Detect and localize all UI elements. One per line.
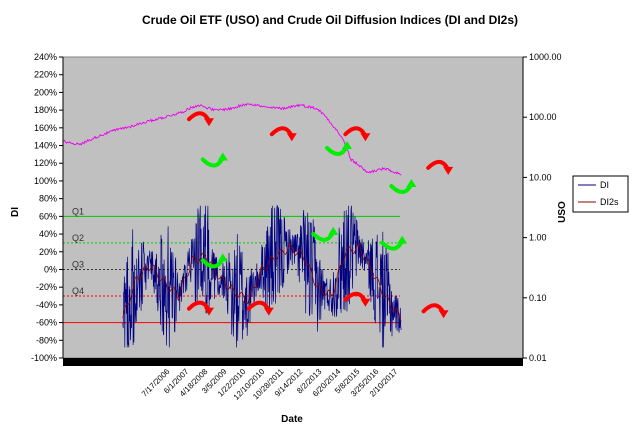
legend: DI DI2s: [572, 175, 629, 213]
red-down-arrow-icon: [421, 303, 449, 319]
arrow-head: [360, 298, 371, 307]
arrow-arc: [426, 159, 450, 170]
x-axis: 7/17/20066/1/20074/18/20083/5/20091/22/2…: [140, 367, 400, 402]
arrow-head: [360, 133, 371, 142]
y2-tick-label: 100.00: [529, 112, 557, 122]
uso-series: [63, 103, 402, 176]
di2s-line: [122, 242, 402, 322]
level-label: Q4: [72, 286, 84, 296]
red-down-arrow-icon: [187, 300, 214, 316]
arrow-head: [342, 140, 352, 149]
arrow-arc: [389, 184, 413, 195]
y-tick-label: 40%: [39, 229, 57, 239]
y-tick-label: 200%: [34, 87, 57, 97]
red-down-arrow-icon: [246, 300, 274, 316]
level-label: Q2: [72, 233, 84, 243]
red-down-arrow-icon: [343, 291, 371, 307]
arrow-head: [263, 307, 274, 316]
green-up-arrow-icon: [200, 152, 228, 168]
y-tick-label: 0%: [44, 264, 57, 274]
y-tick-label: 20%: [39, 247, 57, 257]
y-axis-label: DI: [10, 207, 21, 217]
arrow-head: [286, 133, 297, 142]
arrow-head: [328, 226, 339, 235]
y-tick-label: 120%: [34, 158, 57, 168]
arrow-arc: [246, 300, 270, 311]
y2-tick-label: 1.00: [529, 233, 547, 243]
y-tick-label: -100%: [31, 353, 57, 363]
uso-line: [63, 103, 402, 176]
green-up-arrow-icon: [325, 140, 352, 156]
di-line: [122, 205, 402, 348]
arrow-arc: [421, 303, 445, 314]
x-axis-bar: [63, 358, 523, 366]
arrow-head: [204, 118, 214, 127]
plot-area: [62, 56, 524, 359]
signal-arrows: [187, 111, 454, 319]
level-label: Q1: [72, 206, 84, 216]
y-tick-label: -40%: [36, 300, 57, 310]
y-tick-label: 140%: [34, 141, 57, 151]
y-tick-label: 160%: [34, 123, 57, 133]
x-axis-label: Date: [281, 414, 303, 425]
arrow-arc: [269, 126, 293, 137]
green-up-arrow-icon: [311, 226, 339, 242]
y-tick-label: -20%: [36, 282, 57, 292]
arrow-head: [438, 310, 449, 319]
arrow-head: [217, 152, 228, 161]
red-down-arrow-icon: [187, 111, 214, 127]
arrow-head: [204, 307, 214, 316]
chart-title: Crude Oil ETF (USO) and Crude Oil Diffus…: [142, 13, 518, 27]
red-down-arrow-icon: [343, 126, 371, 142]
y-tick-label: 100%: [34, 176, 57, 186]
arrow-arc: [311, 231, 335, 242]
arrow-arc: [200, 157, 224, 168]
arrow-head: [443, 166, 454, 175]
y2-tick-label: 0.01: [529, 353, 547, 363]
arrow-arc: [325, 145, 348, 156]
y2-axis-label: USO: [557, 201, 568, 223]
green-up-arrow-icon: [389, 179, 417, 195]
legend-box: [572, 175, 629, 213]
y-tick-label: -60%: [36, 318, 57, 328]
legend-label-di: DI: [600, 180, 609, 190]
green-up-arrow-icon: [200, 253, 228, 269]
arrow-head: [397, 235, 408, 244]
level-label: Q3: [72, 259, 84, 269]
arrow-arc: [187, 111, 210, 122]
y-axis: 240% 220% 200% 180% 160% 140% 120% 100% 80% 60% 40…: [31, 52, 64, 363]
legend-label-di2s: DI2s: [600, 197, 619, 207]
y-tick-label: 80%: [39, 194, 57, 204]
y-tick-label: 180%: [34, 105, 57, 115]
arrow-arc: [187, 300, 210, 311]
red-down-arrow-icon: [426, 159, 454, 175]
y-tick-label: -80%: [36, 335, 57, 345]
y2-axis: 1000.00 100.00 10.00 1.00 0.10 0.01: [522, 52, 562, 363]
y-tick-label: 240%: [34, 52, 57, 62]
y2-tick-label: 1000.00: [529, 52, 562, 62]
di-series: [122, 205, 402, 348]
y-tick-label: 220%: [34, 70, 57, 80]
arrow-arc: [200, 258, 224, 269]
arrow-arc: [380, 240, 404, 251]
red-down-arrow-icon: [269, 126, 297, 142]
arrow-arc: [343, 291, 367, 302]
y2-tick-label: 10.00: [529, 172, 552, 182]
arrow-head: [217, 253, 228, 262]
green-up-arrow-icon: [380, 235, 408, 251]
di2s-series: [122, 242, 402, 322]
arrow-arc: [343, 126, 367, 137]
arrow-head: [406, 179, 417, 188]
y-tick-label: 60%: [39, 211, 57, 221]
y2-tick-label: 0.10: [529, 293, 547, 303]
